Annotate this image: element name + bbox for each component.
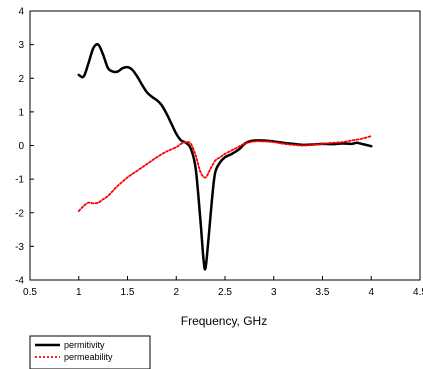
y-tick-label: 3 [18, 40, 24, 51]
x-tick-label: 4.5 [413, 287, 423, 298]
x-tick-label: 4 [368, 287, 374, 298]
x-tick-label: 3.5 [316, 287, 330, 298]
y-tick-label: -3 [15, 242, 24, 253]
y-axis: -4 -3 -2 -1 0 1 2 3 4 [15, 7, 34, 287]
x-tick-label: 0.5 [23, 287, 37, 298]
plot-area [29, 10, 421, 281]
y-tick-label: 1 [18, 107, 24, 118]
x-tick-label: 2.5 [218, 287, 232, 298]
legend-box [29, 335, 151, 369]
legend: permitivity permeability [29, 335, 151, 369]
x-tick-label: 1.5 [121, 287, 135, 298]
legend-label-permitivity: permitivity [64, 340, 105, 350]
y-tick-label: 2 [18, 74, 24, 85]
x-tick-label: 3 [271, 287, 277, 298]
x-tick-label: 1 [76, 287, 82, 298]
series-layer [77, 43, 373, 271]
x-tick-label: 2 [173, 287, 179, 298]
y-tick-label: 0 [18, 141, 24, 152]
x-axis: 0.5 1 1.5 2 2.5 3 3.5 4 4.5 [23, 276, 423, 298]
y-tick-label: -2 [15, 208, 24, 219]
y-tick-label: 4 [18, 7, 24, 18]
x-axis-title: Frequency, GHz [181, 314, 267, 328]
legend-label-permeability: permeability [64, 352, 113, 362]
series-line-permeability [77, 135, 373, 212]
y-tick-label: -4 [15, 276, 24, 287]
y-tick-label: -1 [15, 175, 24, 186]
